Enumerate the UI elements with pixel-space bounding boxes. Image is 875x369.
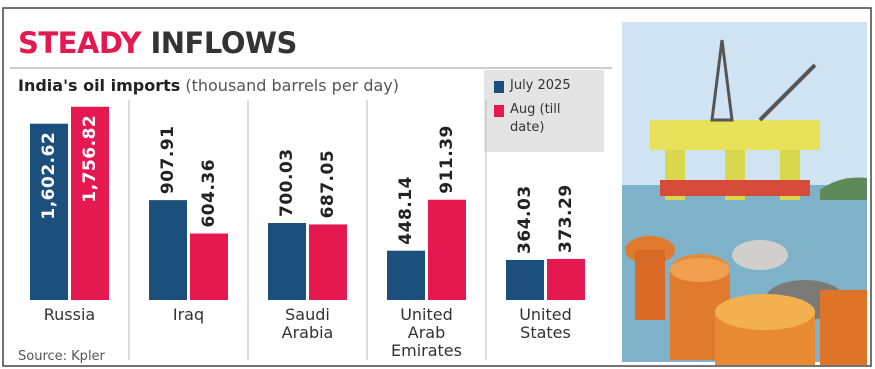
subtitle: India's oil imports (thousand barrels pe… <box>18 76 399 95</box>
x-tick-label: United States <box>519 305 572 342</box>
legend-label: Aug (till date) <box>510 102 561 135</box>
photo <box>622 22 867 365</box>
bar <box>149 200 187 300</box>
bar <box>71 106 109 300</box>
bar <box>190 233 228 300</box>
legend-swatch <box>494 105 504 117</box>
value-label: 364.03 <box>515 185 535 254</box>
bar <box>428 199 466 300</box>
x-tick-label: Russia <box>43 305 96 324</box>
value-label: 700.03 <box>277 148 297 217</box>
legend-swatch <box>494 81 504 93</box>
unit: (thousand barrels per day) <box>185 76 399 95</box>
title-highlight: STEADY <box>18 26 141 60</box>
chart-title: STEADY INFLOWS <box>18 26 297 60</box>
bar <box>547 258 585 300</box>
title-rest: INFLOWS <box>150 26 298 60</box>
bar <box>506 259 544 300</box>
x-tick-label: Iraq <box>172 305 205 324</box>
value-label: 907.91 <box>158 126 178 195</box>
bar <box>309 224 347 300</box>
subtitle-main: India's oil imports <box>18 76 181 95</box>
source: Source: Kpler <box>18 349 105 364</box>
legend-label: July 2025 <box>510 78 571 93</box>
value-label: 604.36 <box>199 159 219 228</box>
bar <box>268 222 306 300</box>
value-label: 1,602.62 <box>39 132 59 220</box>
frame <box>2 7 872 367</box>
value-label: 687.05 <box>318 150 338 219</box>
x-tick-label: Saudi Arabia <box>281 305 334 342</box>
bar <box>387 250 425 300</box>
bar <box>30 123 68 301</box>
x-tick-label: United Arab Emirates <box>391 305 462 360</box>
value-label: 1,756.82 <box>80 115 100 203</box>
value-label: 911.39 <box>437 125 457 194</box>
value-label: 448.14 <box>396 176 416 245</box>
value-label: 373.29 <box>556 184 576 253</box>
